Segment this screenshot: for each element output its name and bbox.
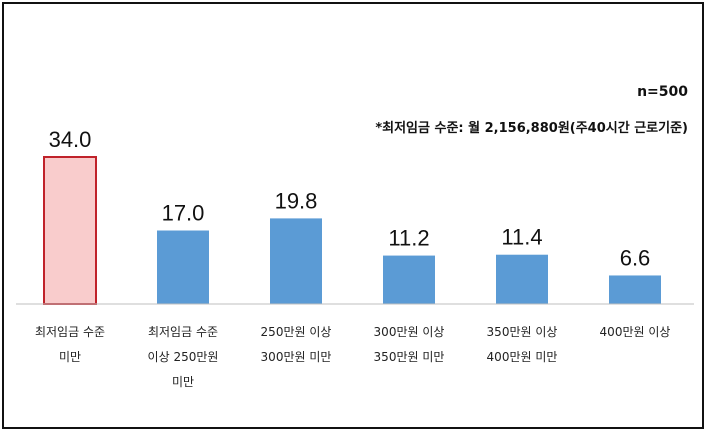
category-label-3: 250만원 이상 300만원 미만 xyxy=(237,320,355,370)
category-label-line: 최저임금 수준 xyxy=(34,325,106,339)
chart-frame: 34.0 17.0 19.8 11.2 11.4 6.6 n=500 *최저임금 수준: … xyxy=(2,2,704,429)
category-label-line: 250만원 이상 xyxy=(260,325,332,339)
category-label-line: 400만원 이상 xyxy=(599,325,671,339)
category-label-4: 300만원 이상 350만원 미만 xyxy=(350,320,468,370)
bar-6 xyxy=(609,275,661,304)
category-label-line: 최저임금 수준 xyxy=(147,325,219,339)
bar-4 xyxy=(383,255,435,304)
value-label-2: 17.0 xyxy=(162,201,205,226)
bar-3 xyxy=(270,218,322,304)
bar-2 xyxy=(157,230,209,304)
footnote: *최저임금 수준: 월 2,156,880원(주40시간 근로기준) xyxy=(375,121,688,136)
category-label-6: 400만원 이상 xyxy=(576,320,694,345)
category-label-line: 미만 xyxy=(58,350,82,364)
sample-size-label: n=500 xyxy=(637,84,688,100)
category-label-line: 미만 xyxy=(171,375,195,389)
bars-layer xyxy=(43,156,661,305)
category-label-line: 300만원 이상 xyxy=(373,325,445,339)
bar-1 xyxy=(43,156,97,305)
category-label-line: 이상 250만원 xyxy=(147,350,219,364)
category-label-line: 350만원 미만 xyxy=(373,350,445,364)
value-label-4: 11.2 xyxy=(388,226,429,251)
category-label-line: 300만원 미만 xyxy=(260,350,332,364)
bar-chart: 34.0 17.0 19.8 11.2 11.4 6.6 xyxy=(16,127,694,305)
value-label-1: 34.0 xyxy=(49,127,92,152)
category-label-line: 400만원 미만 xyxy=(486,350,558,364)
value-label-5: 11.4 xyxy=(501,225,542,250)
category-label-line: 350만원 이상 xyxy=(486,325,558,339)
category-label-5: 350만원 이상 400만원 미만 xyxy=(463,320,581,370)
value-label-3: 19.8 xyxy=(275,188,318,213)
bar-5 xyxy=(496,254,548,304)
value-label-6: 6.6 xyxy=(620,245,651,270)
value-labels-layer: 34.0 17.0 19.8 11.2 11.4 6.6 xyxy=(49,127,651,270)
